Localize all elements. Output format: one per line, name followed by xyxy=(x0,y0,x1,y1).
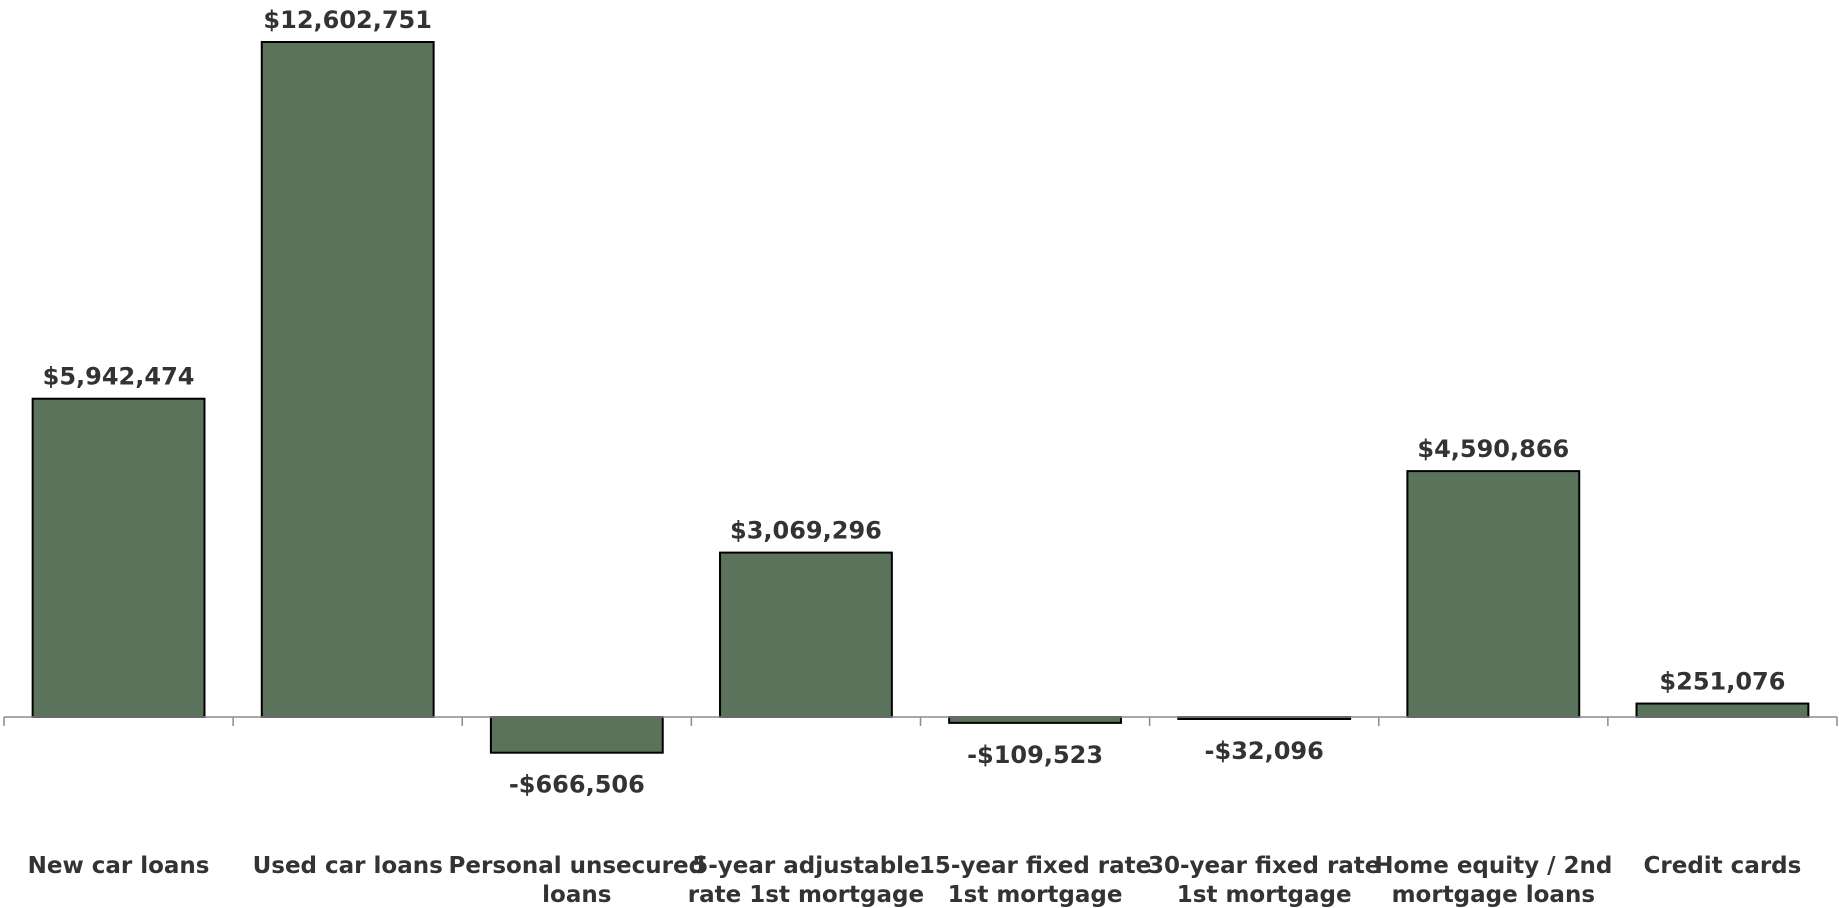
category-label-line: Home equity / 2nd xyxy=(1374,853,1612,879)
bar-7 xyxy=(1406,470,1581,718)
category-label-line: 1st mortgage xyxy=(1177,882,1352,908)
bars-layer xyxy=(31,41,1810,754)
data-label-1: $5,942,474 xyxy=(43,363,195,391)
category-label-2: Used car loans xyxy=(253,853,443,879)
bar-5 xyxy=(948,716,1122,724)
data-labels-layer: $5,942,474 $12,602,751 -$666,506 $3,069,296… xyxy=(43,6,1786,799)
category-label-line: Personal unsecured xyxy=(449,853,706,879)
data-label-6: -$32,096 xyxy=(1205,737,1324,765)
bar-8 xyxy=(1635,702,1810,718)
category-label-line: New car loans xyxy=(28,853,210,879)
data-label-3: -$666,506 xyxy=(509,771,645,799)
data-label-2: $12,602,751 xyxy=(263,6,432,34)
data-label-4: $3,069,296 xyxy=(730,517,882,545)
category-label-6: 30-year fixed rate 1st mortgage xyxy=(1148,853,1380,908)
category-label-line: Credit cards xyxy=(1644,853,1802,879)
bar-3 xyxy=(489,716,664,754)
data-label-8: $251,076 xyxy=(1659,668,1785,696)
x-axis xyxy=(3,716,1838,726)
bar-2 xyxy=(260,41,435,718)
category-label-4: 5-year adjustable rate 1st mortgage xyxy=(688,853,924,908)
category-label-line: mortgage loans xyxy=(1392,882,1595,908)
category-label-line: Used car loans xyxy=(253,853,443,879)
bar-1 xyxy=(31,397,206,718)
category-label-3: Personal unsecured loans xyxy=(449,853,706,908)
category-label-line: rate 1st mortgage xyxy=(688,882,924,908)
data-label-5: -$109,523 xyxy=(967,741,1103,769)
bar-4 xyxy=(719,551,893,718)
category-labels-layer: New car loans Used car loans Personal unse… xyxy=(28,853,1802,908)
category-label-8: Credit cards xyxy=(1644,853,1802,879)
category-label-line: 1st mortgage xyxy=(948,882,1123,908)
category-label-5: 15-year fixed rate 1st mortgage xyxy=(919,853,1151,908)
category-label-line: 30-year fixed rate xyxy=(1148,853,1380,879)
data-label-7: $4,590,866 xyxy=(1417,435,1569,463)
category-label-7: Home equity / 2nd mortgage loans xyxy=(1374,853,1612,908)
category-label-line: 15-year fixed rate xyxy=(919,853,1151,879)
category-label-line: loans xyxy=(542,882,611,908)
category-label-1: New car loans xyxy=(28,853,210,879)
category-label-line: 5-year adjustable xyxy=(692,853,919,879)
